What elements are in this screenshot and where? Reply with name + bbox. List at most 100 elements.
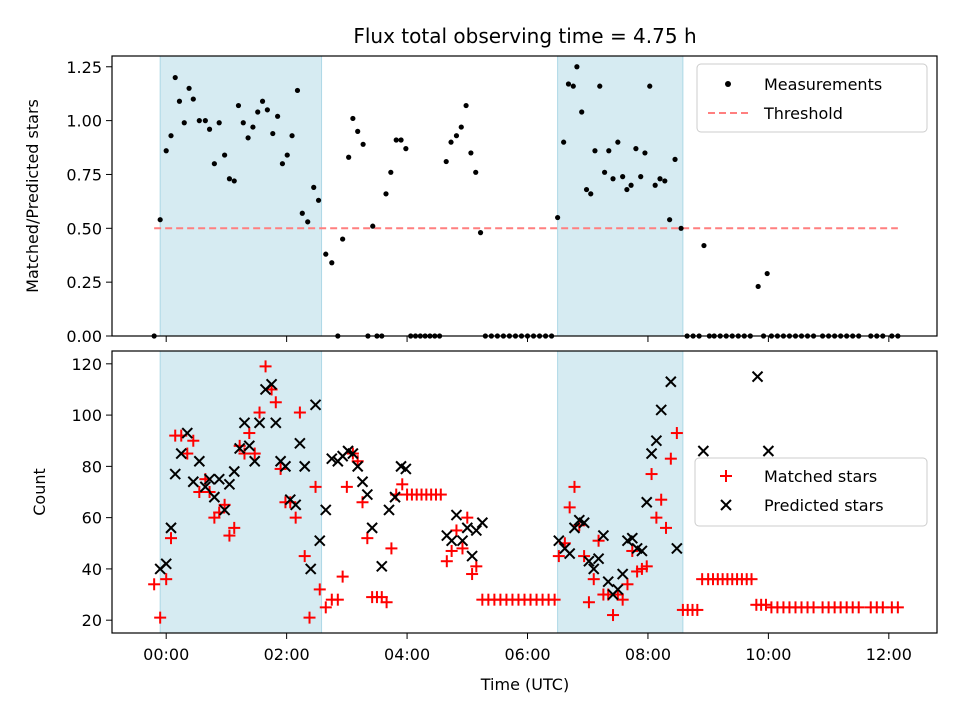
predicted-star-point [187,476,200,488]
matched-star-point [298,550,311,563]
matched-star-point [466,568,479,581]
matched-star-point [396,478,409,491]
y-tick-label: 100 [71,406,102,425]
matched-star-point [445,544,458,557]
measurement-point [305,219,311,225]
matched-star-point [274,462,287,475]
y-tick-label: 0.75 [66,165,102,184]
x-stroke-b [218,504,231,516]
measurement-point [275,113,281,119]
measurement-point [628,182,634,188]
measurement-point [443,158,449,165]
predicted-star-point [279,460,292,473]
measurement-point [638,174,644,180]
predicted-star-point [626,532,638,544]
x-stroke-b [223,478,236,491]
predicted-star-point [466,550,478,562]
x-stroke-b [616,568,629,580]
x-stroke-b [665,376,677,388]
measurement-point [383,191,389,197]
measurement-point [624,186,630,193]
predicted-star-point [218,504,231,516]
measurement-point [453,133,460,139]
chart-title: Flux total observing time = 4.75 h [353,24,696,48]
x-stroke-b [568,522,581,534]
legend-marker-dot [725,81,731,87]
predicted-star-point [361,488,374,501]
x-stroke-b [342,445,354,457]
shaded-interval [159,350,323,634]
predicted-star-point [314,535,326,547]
y-tick-label: 0.00 [66,327,102,346]
matched-star-point [434,488,447,501]
matched-star-point [331,593,344,606]
x-stroke-b [165,522,177,534]
x-stroke-b [284,493,296,506]
predicted-star-point [265,378,278,391]
legend-label-matched: Matched stars [764,467,877,486]
matched-star-point [269,396,282,409]
y-tick-label: 20 [82,611,102,630]
measurement-point [678,225,684,231]
predicted-star-point [665,376,677,388]
predicted-star-point [592,552,605,565]
x-stroke-b [583,555,595,567]
measurement-point [574,64,580,70]
matched-star-point [582,596,595,609]
legend-box [696,63,928,133]
x-stroke-b [270,417,282,429]
matched-star-point [621,578,634,591]
x-stroke-b [470,524,483,537]
x-stroke-b [361,488,374,501]
y-axis-label: Count [30,468,49,516]
measurement-point [315,197,322,203]
x-stroke-b [476,517,489,529]
matched-star-point [336,570,349,583]
matched-star-point [319,601,332,614]
matched-star-point [248,447,261,460]
measurement-point [672,156,678,162]
predicted-star-point [294,437,306,449]
measurement-point [284,152,290,158]
predicted-star-point [602,576,614,588]
measurement-point [202,118,208,124]
x-stroke-b [655,404,667,416]
x-stroke-b [208,491,221,503]
shaded-interval [557,55,684,337]
predicted-star-point [650,435,663,447]
predicted-star-point [641,496,653,508]
predicted-star-point [553,535,565,547]
matched-star-point [852,601,865,614]
matched-star-point [640,560,653,573]
measurement-point [657,176,663,182]
predicted-star-point [751,370,764,383]
measurement-point [190,96,196,102]
x-stroke-b [612,583,624,596]
predicted-star-point [169,468,181,480]
measurement-point [181,120,187,126]
x-tick-label: 12:00 [866,645,912,664]
measurement-point [355,128,361,134]
shaded-interval [159,55,323,337]
legend-marker-plus [720,470,732,482]
predicted-star-point [208,491,221,503]
matched-star-point [243,427,256,440]
matched-star-point [303,611,316,624]
x-tick-label: 10:00 [745,645,791,664]
predicted-star-point [470,524,483,537]
matched-star-point [745,573,758,586]
predicted-star-point [583,555,595,567]
measurement-point [235,102,242,109]
measurement-point [601,169,608,175]
x-stroke-b [395,460,407,473]
x-stroke-b [233,442,246,455]
y-axis-label: Matched/Predicted stars [23,99,42,293]
measurement-point [270,130,276,137]
predicted-star-point [309,399,322,411]
predicted-star-point [568,522,581,534]
legend: Measurements Threshold [696,63,928,133]
measurement-point [592,148,598,154]
x-stroke-b [400,463,412,475]
x-stroke-b [366,522,378,534]
